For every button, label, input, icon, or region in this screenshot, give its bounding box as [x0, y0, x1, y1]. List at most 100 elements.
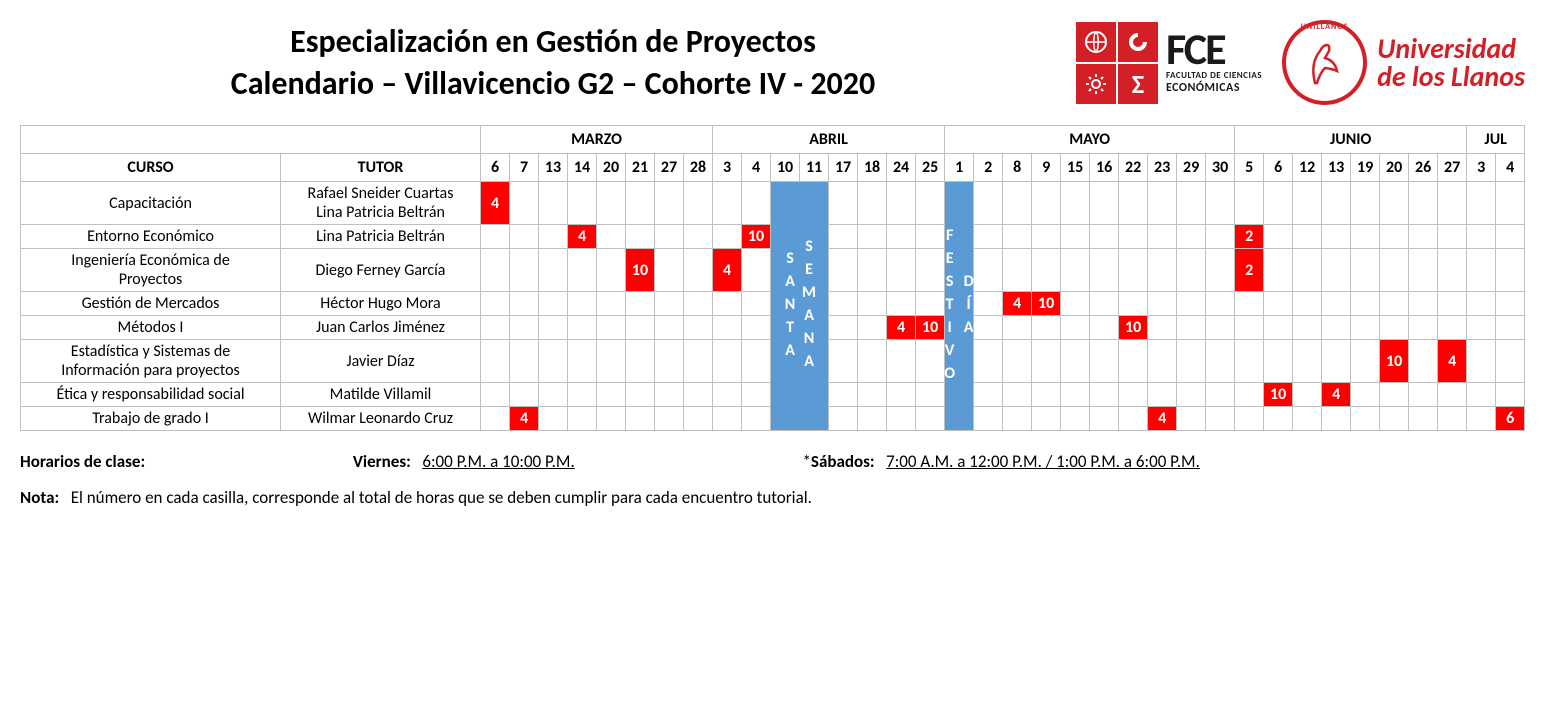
calendar-cell	[1119, 407, 1148, 431]
calendar-cell	[974, 407, 1003, 431]
calendar-cell	[1467, 225, 1496, 249]
calendar-cell	[916, 407, 945, 431]
calendar-cell	[1380, 292, 1409, 316]
calendar-cell: 2	[1235, 249, 1264, 292]
calendar-cell	[1177, 316, 1206, 340]
calendar-cell	[481, 407, 510, 431]
calendar-cell	[1148, 249, 1177, 292]
table-row: CapacitaciónRafael Sneider CuartasLina P…	[21, 182, 1525, 225]
calendar-cell	[1409, 249, 1438, 292]
calendar-cell	[1148, 292, 1177, 316]
calendar-cell	[1264, 182, 1293, 225]
calendar-cell: 4	[713, 249, 742, 292]
calendar-cell	[684, 249, 713, 292]
calendar-cell	[626, 225, 655, 249]
horarios-label: Horarios de clase:	[20, 451, 145, 472]
day-header: 15	[1061, 154, 1090, 182]
calendar-cell	[1322, 249, 1351, 292]
calendar-cell	[1322, 407, 1351, 431]
calendar-cell	[1351, 383, 1380, 407]
calendar-cell	[1380, 407, 1409, 431]
calendar-cell	[1496, 292, 1525, 316]
fce-grid-icon: Σ	[1076, 22, 1158, 104]
calendar-cell	[1061, 182, 1090, 225]
calendar-cell	[1206, 182, 1235, 225]
course-name-cell: Métodos I	[21, 316, 281, 340]
calendar-cell	[1206, 249, 1235, 292]
day-header: 4	[742, 154, 771, 182]
calendar-cell: 2	[1235, 225, 1264, 249]
tutor-name-cell: Javier Díaz	[281, 340, 481, 383]
calendar-cell: 4	[1438, 340, 1467, 383]
calendar-cell: 4	[1148, 407, 1177, 431]
calendar-cell	[1293, 225, 1322, 249]
calendar-cell	[713, 383, 742, 407]
calendar-cell	[1177, 249, 1206, 292]
nota-label: Nota:	[20, 487, 59, 508]
footer-schedule-row: Horarios de clase: Viernes: 6:00 P.M. a …	[20, 451, 1525, 472]
calendar-thead: MARZOABRILMAYOJUNIOJULCURSOTUTOR67131420…	[21, 126, 1525, 182]
calendar-cell	[1293, 407, 1322, 431]
calendar-cell	[655, 383, 684, 407]
calendar-cell	[1061, 383, 1090, 407]
day-header: 14	[568, 154, 597, 182]
calendar-cell	[597, 383, 626, 407]
calendar-cell	[597, 249, 626, 292]
calendar-cell	[1061, 340, 1090, 383]
calendar-cell	[1351, 316, 1380, 340]
calendar-cell	[1322, 225, 1351, 249]
calendar-cell	[510, 225, 539, 249]
calendar-cell	[1061, 225, 1090, 249]
calendar-cell: 4	[510, 407, 539, 431]
calendar-cell	[858, 316, 887, 340]
calendar-cell	[1177, 292, 1206, 316]
calendar-cell	[1438, 316, 1467, 340]
day-header: 16	[1090, 154, 1119, 182]
day-header: 1	[945, 154, 974, 182]
uni-line-2: de los Llanos	[1377, 63, 1525, 91]
calendar-cell	[887, 383, 916, 407]
day-header: 21	[626, 154, 655, 182]
month-header: JUNIO	[1235, 126, 1467, 154]
calendar-cell	[539, 407, 568, 431]
viernes-time: 6:00 P.M. a 10:00 P.M.	[422, 451, 574, 472]
calendar-cell	[1148, 316, 1177, 340]
calendar-cell	[1409, 407, 1438, 431]
header: Especialización en Gestión de Proyectos …	[20, 20, 1525, 105]
calendar-cell	[510, 292, 539, 316]
day-header: 17	[829, 154, 858, 182]
calendar-cell	[713, 340, 742, 383]
calendar-cell	[1409, 225, 1438, 249]
calendar-cell	[626, 182, 655, 225]
sabados-label: Sábados:	[811, 451, 875, 472]
calendar-cell	[1177, 340, 1206, 383]
calendar-cell	[858, 249, 887, 292]
calendar-cell	[1206, 383, 1235, 407]
calendar-cell	[1438, 225, 1467, 249]
calendar-cell	[1177, 383, 1206, 407]
calendar-cell	[1061, 407, 1090, 431]
calendar-cell	[568, 292, 597, 316]
calendar-cell	[597, 182, 626, 225]
calendar-cell	[858, 383, 887, 407]
calendar-cell	[858, 340, 887, 383]
calendar-cell	[655, 249, 684, 292]
calendar-cell	[597, 407, 626, 431]
calendar-cell	[1409, 292, 1438, 316]
calendar-cell	[539, 340, 568, 383]
calendar-cell	[1467, 316, 1496, 340]
calendar-cell	[1264, 292, 1293, 316]
calendar-cell	[626, 340, 655, 383]
calendar-cell	[1177, 225, 1206, 249]
calendar-cell	[974, 225, 1003, 249]
calendar-cell	[974, 340, 1003, 383]
day-header: 4	[1496, 154, 1525, 182]
calendar-cell	[1380, 249, 1409, 292]
calendar-cell	[1467, 249, 1496, 292]
calendar-cell	[1496, 316, 1525, 340]
calendar-cell	[713, 292, 742, 316]
calendar-cell	[887, 407, 916, 431]
calendar-cell	[568, 182, 597, 225]
calendar-cell	[1409, 340, 1438, 383]
calendar-cell	[1206, 292, 1235, 316]
